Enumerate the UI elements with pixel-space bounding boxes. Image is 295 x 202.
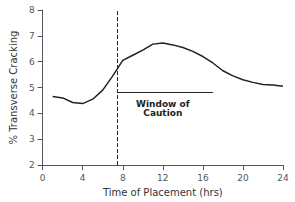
svg-text:8: 8 — [120, 173, 126, 183]
svg-text:Time of Placement (hrs): Time of Placement (hrs) — [102, 187, 223, 198]
svg-text:20: 20 — [237, 173, 249, 183]
svg-text:0: 0 — [40, 173, 46, 183]
svg-text:% Transverse Cracking: % Transverse Cracking — [8, 31, 19, 145]
svg-text:2: 2 — [29, 160, 35, 170]
svg-text:3: 3 — [29, 134, 35, 144]
svg-text:Window of: Window of — [136, 98, 190, 109]
svg-text:7: 7 — [29, 31, 35, 41]
svg-text:12: 12 — [157, 173, 168, 183]
svg-text:4: 4 — [29, 108, 35, 118]
svg-text:4: 4 — [80, 173, 86, 183]
svg-text:24: 24 — [277, 173, 289, 183]
svg-text:6: 6 — [29, 57, 35, 67]
svg-text:5: 5 — [29, 83, 35, 93]
svg-text:8: 8 — [29, 5, 35, 15]
svg-text:16: 16 — [197, 173, 209, 183]
svg-text:Caution: Caution — [143, 108, 182, 118]
